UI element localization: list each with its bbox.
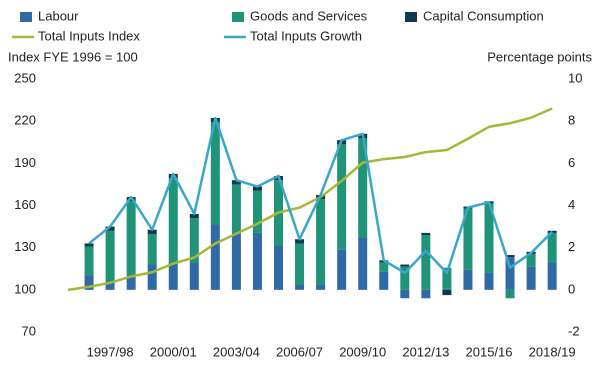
bar <box>379 271 389 290</box>
y2-tick-label: 6 <box>568 155 575 170</box>
bar <box>252 232 262 290</box>
bar <box>147 233 157 265</box>
bar <box>484 272 494 290</box>
bar <box>505 257 515 290</box>
bar <box>210 122 220 225</box>
bar <box>295 239 305 244</box>
bar <box>400 289 410 299</box>
y2-tick-label: 10 <box>568 70 582 85</box>
bar <box>252 190 262 233</box>
bar <box>505 289 515 299</box>
y-tick-label: 70 <box>22 323 36 338</box>
bar <box>463 269 473 290</box>
x-tick-label: 2009/10 <box>339 344 386 359</box>
legend-label: Capital Consumption <box>423 8 544 23</box>
bar <box>126 201 136 278</box>
bar <box>231 233 241 290</box>
bar <box>442 288 452 290</box>
bar <box>231 180 241 185</box>
line <box>67 107 553 292</box>
bar <box>84 246 94 276</box>
bar <box>231 184 241 234</box>
x-tick-label: 2012/13 <box>402 344 449 359</box>
x-tick-label: 2000/01 <box>150 344 197 359</box>
bar <box>274 245 283 290</box>
bar <box>337 144 347 250</box>
bar <box>126 277 136 290</box>
bar <box>442 289 452 296</box>
bar <box>316 284 326 290</box>
bar <box>84 275 94 290</box>
y2-tick-label: 4 <box>568 197 575 212</box>
y-tick-label: 190 <box>14 155 36 170</box>
y-tick-label: 220 <box>14 113 36 128</box>
y-axis-title: Index FYE 1996 = 100 <box>8 49 138 64</box>
bar <box>421 289 431 299</box>
x-tick-label: 1997/98 <box>87 344 134 359</box>
y2-tick-label: -2 <box>568 323 580 338</box>
x-tick-label: 2015/16 <box>466 344 513 359</box>
bar <box>463 208 473 270</box>
legend-swatch <box>232 12 244 22</box>
line <box>88 116 554 275</box>
bar <box>547 232 557 263</box>
legend-label: Total Inputs Growth <box>250 28 362 43</box>
bar <box>189 218 199 263</box>
y-tick-label: 130 <box>14 239 36 254</box>
bar <box>189 213 199 219</box>
bar <box>105 226 115 231</box>
y-tick-label: 160 <box>14 197 36 212</box>
bar <box>421 235 431 290</box>
bar <box>210 224 220 290</box>
bar <box>358 138 368 238</box>
legend-swatch <box>20 12 32 22</box>
y2-tick-label: 0 <box>568 281 575 296</box>
bar <box>168 262 178 290</box>
bar <box>484 203 494 273</box>
bar <box>526 266 536 290</box>
legend-label: Total Inputs Index <box>38 28 140 43</box>
bar <box>84 243 94 247</box>
bar <box>337 249 347 290</box>
bar <box>505 255 515 258</box>
y2-tick-label: 8 <box>568 113 575 128</box>
bar <box>105 230 115 284</box>
x-tick-label: 2018/19 <box>529 344 576 359</box>
bar <box>295 243 305 285</box>
bar <box>147 264 157 290</box>
bar <box>400 266 410 290</box>
legend-swatch <box>405 12 417 22</box>
bar <box>526 253 536 267</box>
bar <box>168 178 178 263</box>
x-tick-label: 2003/04 <box>213 344 260 359</box>
bar <box>442 267 452 289</box>
y2-tick-label: 2 <box>568 239 575 254</box>
bar <box>316 199 326 285</box>
bar <box>358 237 368 290</box>
y-tick-label: 100 <box>14 281 36 296</box>
legend-label: Goods and Services <box>250 8 368 23</box>
bar <box>421 232 431 236</box>
bar <box>379 262 389 272</box>
legend-label: Labour <box>38 8 79 23</box>
bar <box>252 186 262 191</box>
y-tick-label: 250 <box>14 70 36 85</box>
bar <box>295 284 305 290</box>
bar <box>189 262 199 290</box>
bar <box>147 229 157 234</box>
bar <box>400 264 410 267</box>
bar <box>547 262 557 290</box>
bar <box>105 283 115 290</box>
y2-axis-title: Percentage points <box>487 49 592 64</box>
x-tick-label: 2006/07 <box>276 344 323 359</box>
